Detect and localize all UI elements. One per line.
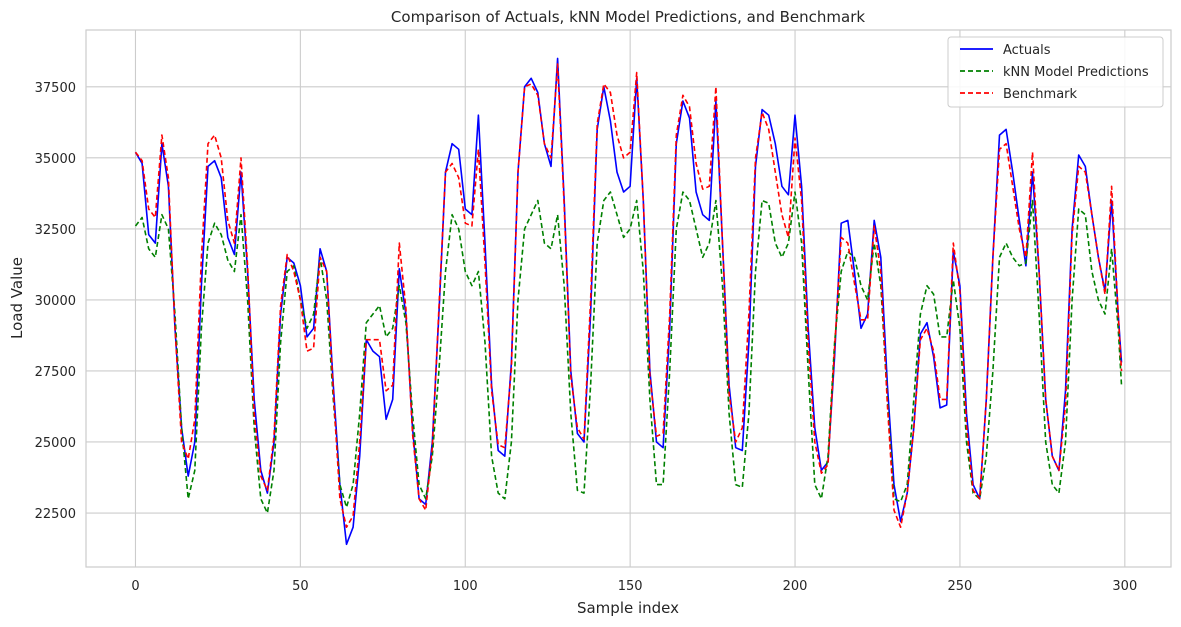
x-tick-label: 100: [453, 579, 478, 594]
legend-label: Actuals: [1003, 43, 1051, 58]
y-tick-label: 27500: [35, 365, 76, 380]
series-lines: [134, 57, 1123, 546]
y-tick-label: 32500: [35, 223, 76, 238]
legend-box: [947, 36, 1164, 108]
chart-title: Comparison of Actuals, kNN Model Predict…: [391, 8, 865, 26]
y-tick-label: 25000: [35, 436, 76, 451]
x-tick-label: 200: [783, 579, 808, 594]
x-tick-label: 300: [1112, 579, 1137, 594]
y-tick-labels: 22500 25000 27500 30000 32500 35000 37500: [35, 81, 76, 522]
y-tick-label: 35000: [35, 152, 76, 167]
plot-area-frame: [85, 29, 1172, 568]
y-tick-label: 22500: [35, 507, 76, 522]
x-tick-label: 0: [131, 579, 139, 594]
x-tick-label: 150: [618, 579, 643, 594]
legend: Actuals kNN Model Predictions Benchmark: [947, 36, 1164, 108]
legend-label: Benchmark: [1003, 87, 1078, 102]
x-tick-label: 250: [948, 579, 973, 594]
series-line-2: [134, 63, 1123, 528]
x-tick-labels: 0 50 100 150 200 250 300: [131, 579, 1137, 594]
x-axis-title: Sample index: [577, 599, 679, 617]
y-axis-title: Load Value: [8, 257, 26, 339]
x-tick-label: 50: [292, 579, 309, 594]
legend-label: kNN Model Predictions: [1003, 65, 1149, 80]
y-tick-label: 30000: [35, 294, 76, 309]
y-tick-label: 37500: [35, 81, 76, 96]
